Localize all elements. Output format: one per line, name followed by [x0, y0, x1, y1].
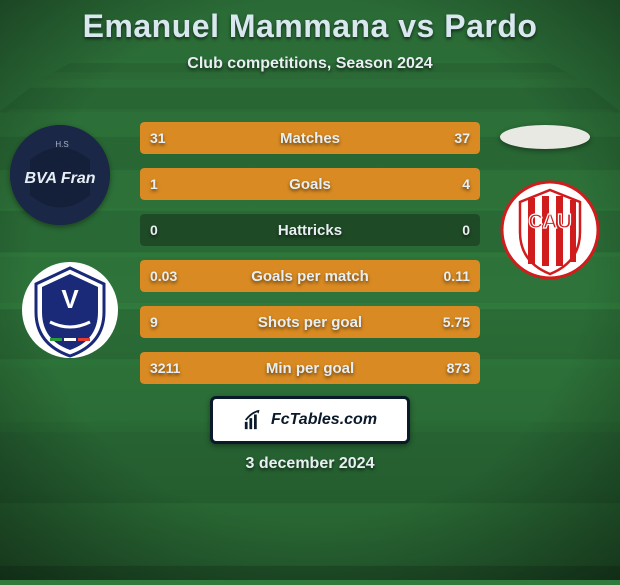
stat-label: Goals: [140, 168, 480, 200]
season-subtitle: Club competitions, Season 2024: [0, 55, 620, 73]
stat-label: Min per goal: [140, 352, 480, 384]
svg-text:CAU: CAU: [528, 211, 571, 233]
comparison-date: 3 december 2024: [0, 455, 620, 473]
stats-comparison-table: 3137Matches 14Goals 00Hattricks 0.030.11Goa…: [140, 122, 480, 398]
comparison-title: Emanuel Mammana vs Pardo: [0, 8, 620, 45]
stat-row: 0.030.11Goals per match: [140, 260, 480, 292]
player-right-avatar: [500, 125, 590, 149]
stat-label: Shots per goal: [140, 306, 480, 338]
fctables-logo-icon: [243, 409, 265, 431]
svg-text:V: V: [61, 284, 79, 314]
player-left-club-badge: V: [20, 260, 120, 360]
stat-row: 3211873Min per goal: [140, 352, 480, 384]
player-left-avatar: BVA Fran H.S: [10, 125, 110, 225]
stat-label: Matches: [140, 122, 480, 154]
stat-row: 3137Matches: [140, 122, 480, 154]
stat-label: Hattricks: [140, 214, 480, 246]
stat-row: 00Hattricks: [140, 214, 480, 246]
svg-text:H.S: H.S: [55, 140, 68, 149]
brand-name: FcTables.com: [271, 411, 377, 429]
stat-label: Goals per match: [140, 260, 480, 292]
brand-attribution: FcTables.com: [210, 396, 410, 444]
player-right-club-badge: CAU: [500, 180, 600, 280]
stat-row: 95.75Shots per goal: [140, 306, 480, 338]
stat-row: 14Goals: [140, 168, 480, 200]
shirt-sponsor-text: BVA Fran: [24, 170, 95, 187]
